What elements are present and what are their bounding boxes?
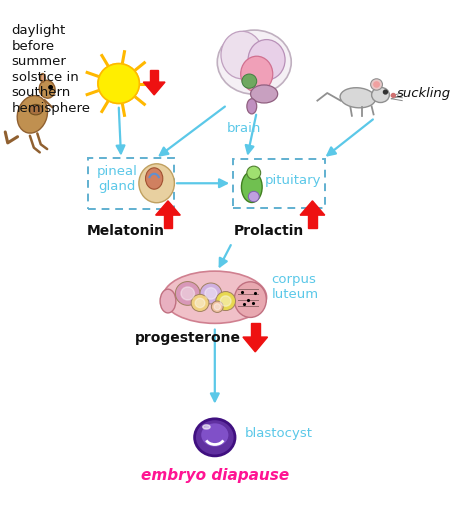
Ellipse shape: [17, 96, 47, 133]
Text: corpus
luteum: corpus luteum: [272, 273, 319, 301]
Text: daylight
before
summer
solstice in
southern
hemisphere: daylight before summer solstice in south…: [12, 24, 91, 115]
Ellipse shape: [248, 40, 285, 80]
Circle shape: [205, 288, 217, 299]
Circle shape: [383, 90, 387, 94]
Polygon shape: [143, 82, 165, 95]
FancyBboxPatch shape: [233, 159, 325, 208]
Circle shape: [181, 287, 194, 300]
Ellipse shape: [201, 422, 229, 447]
Ellipse shape: [340, 88, 375, 108]
Ellipse shape: [163, 271, 266, 323]
Ellipse shape: [221, 31, 263, 79]
Circle shape: [49, 86, 52, 89]
Polygon shape: [155, 201, 180, 215]
Circle shape: [242, 74, 257, 88]
Polygon shape: [300, 201, 325, 215]
Circle shape: [200, 283, 222, 304]
Circle shape: [216, 291, 236, 310]
Circle shape: [392, 93, 395, 97]
Ellipse shape: [195, 419, 235, 456]
Circle shape: [220, 296, 231, 306]
Ellipse shape: [241, 56, 273, 92]
Circle shape: [191, 295, 209, 312]
Ellipse shape: [372, 87, 389, 102]
Ellipse shape: [42, 75, 44, 81]
Ellipse shape: [39, 80, 55, 98]
Text: progesterone: progesterone: [135, 332, 241, 345]
Ellipse shape: [146, 168, 163, 189]
Circle shape: [214, 304, 220, 310]
Polygon shape: [243, 337, 267, 352]
Circle shape: [211, 301, 223, 313]
Polygon shape: [251, 323, 260, 339]
Ellipse shape: [247, 166, 261, 180]
Ellipse shape: [248, 191, 259, 202]
Circle shape: [371, 79, 383, 90]
Text: Prolactin: Prolactin: [234, 224, 304, 238]
Circle shape: [175, 281, 200, 305]
Text: blastocyst: blastocyst: [245, 427, 312, 440]
FancyBboxPatch shape: [88, 158, 173, 209]
Ellipse shape: [139, 164, 174, 203]
Ellipse shape: [40, 73, 45, 82]
Polygon shape: [308, 213, 317, 229]
Text: brain: brain: [227, 121, 262, 135]
Text: pineal
gland: pineal gland: [97, 165, 137, 193]
Ellipse shape: [203, 425, 210, 429]
Ellipse shape: [247, 99, 257, 114]
Ellipse shape: [217, 30, 291, 94]
Polygon shape: [150, 70, 158, 84]
Polygon shape: [164, 213, 172, 229]
Ellipse shape: [29, 105, 43, 115]
Ellipse shape: [234, 282, 266, 317]
Circle shape: [98, 63, 139, 103]
Ellipse shape: [160, 289, 176, 313]
Circle shape: [373, 81, 380, 88]
Ellipse shape: [241, 172, 262, 203]
Ellipse shape: [251, 85, 278, 103]
Text: Melatonin: Melatonin: [87, 224, 165, 238]
Text: suckling: suckling: [397, 87, 451, 99]
Circle shape: [195, 298, 205, 308]
Text: embryo diapause: embryo diapause: [141, 468, 289, 483]
Text: pituitary: pituitary: [264, 174, 321, 187]
